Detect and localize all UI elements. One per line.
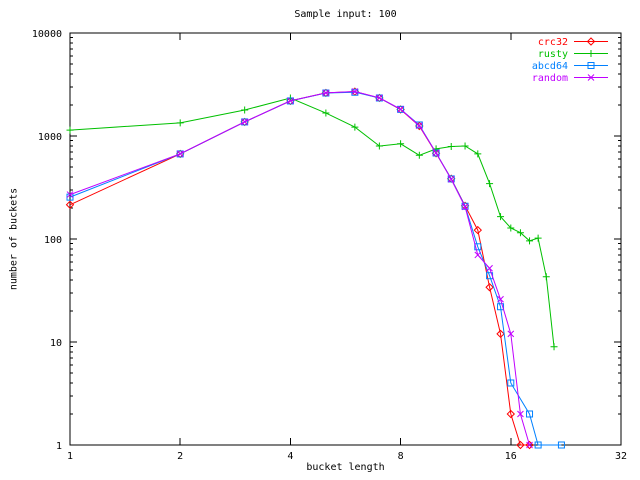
x-marker bbox=[66, 191, 74, 198]
x-marker bbox=[517, 410, 524, 418]
plus-marker bbox=[66, 126, 74, 134]
square-marker bbox=[526, 410, 534, 418]
diamond-marker bbox=[431, 149, 441, 158]
x-marker bbox=[447, 175, 455, 183]
x-tick-label: 1 bbox=[67, 451, 73, 462]
x-tick-label: 4 bbox=[287, 451, 293, 462]
square-marker bbox=[534, 441, 542, 449]
square-marker bbox=[507, 379, 515, 387]
legend-entry-abcd64: abcd64 bbox=[532, 61, 608, 72]
x-tick-label: 2 bbox=[177, 451, 183, 462]
plus-marker bbox=[447, 143, 455, 151]
series-abcd64-line bbox=[69, 91, 562, 446]
square-marker bbox=[397, 105, 405, 113]
x-marker bbox=[587, 74, 595, 81]
y-tick-label: 100 bbox=[44, 235, 62, 246]
x-marker bbox=[486, 264, 493, 272]
x-marker bbox=[415, 122, 423, 130]
chart-title: Sample input: 100 bbox=[294, 9, 397, 20]
plus-marker bbox=[474, 150, 482, 158]
legend-label: random bbox=[532, 73, 568, 84]
series-random-line bbox=[69, 90, 530, 446]
square-marker bbox=[474, 243, 482, 251]
plus-marker bbox=[375, 142, 383, 150]
legend-entry-rusty: rusty bbox=[538, 49, 608, 60]
plus-marker bbox=[550, 343, 558, 351]
diamond-marker bbox=[516, 440, 525, 450]
y-tick-label: 1000 bbox=[38, 132, 62, 143]
plus-marker bbox=[507, 224, 515, 232]
diamond-marker bbox=[415, 121, 424, 131]
square-marker bbox=[375, 94, 383, 102]
x-marker bbox=[497, 295, 504, 303]
x-marker bbox=[241, 118, 249, 126]
x-marker bbox=[526, 441, 533, 449]
square-marker bbox=[557, 441, 565, 449]
plus-marker bbox=[526, 237, 534, 245]
x-marker bbox=[507, 330, 515, 338]
diamond-marker bbox=[586, 37, 596, 46]
plus-marker bbox=[461, 142, 469, 150]
plus-marker bbox=[397, 140, 405, 148]
plus-marker bbox=[516, 229, 524, 237]
series-crc32-line bbox=[69, 91, 530, 446]
plus-marker bbox=[497, 213, 505, 221]
square-marker bbox=[241, 118, 249, 126]
plus-marker bbox=[241, 106, 249, 114]
square-marker bbox=[461, 202, 469, 210]
x-marker bbox=[432, 149, 440, 157]
plus-marker bbox=[176, 119, 184, 127]
x-tick-label: 8 bbox=[398, 451, 404, 462]
y-tick-label: 10 bbox=[50, 338, 62, 349]
diamond-marker bbox=[485, 283, 494, 292]
x-marker bbox=[376, 94, 383, 102]
plus-marker bbox=[587, 50, 595, 57]
plus-marker bbox=[415, 151, 423, 159]
x-axis-label: bucket length bbox=[306, 462, 385, 473]
square-marker bbox=[447, 175, 455, 183]
plus-marker bbox=[322, 109, 330, 117]
y-tick-label: 1 bbox=[56, 441, 62, 452]
x-marker bbox=[322, 89, 330, 97]
square-marker bbox=[587, 62, 595, 69]
legend-label: rusty bbox=[538, 49, 568, 60]
plus-marker bbox=[351, 123, 359, 131]
legend-entry-crc32: crc32 bbox=[538, 37, 608, 48]
square-marker bbox=[432, 149, 440, 157]
legend-entry-random: random bbox=[532, 73, 608, 84]
series-crc32 bbox=[65, 87, 534, 450]
x-marker bbox=[287, 97, 294, 105]
x-tick-label: 16 bbox=[505, 451, 517, 462]
square-marker bbox=[286, 97, 294, 105]
diamond-marker bbox=[506, 409, 516, 419]
diamond-marker bbox=[473, 225, 482, 235]
x-marker bbox=[474, 251, 482, 259]
series-rusty-line bbox=[69, 97, 555, 347]
x-marker bbox=[176, 150, 184, 158]
y-tick-label: 10000 bbox=[32, 29, 62, 40]
square-marker bbox=[415, 121, 423, 129]
diamond-marker bbox=[65, 200, 75, 209]
x-tick-label: 32 bbox=[615, 451, 627, 462]
diamond-marker bbox=[496, 329, 505, 339]
diamond-marker bbox=[525, 440, 534, 450]
series-random bbox=[66, 88, 533, 449]
x-marker bbox=[461, 203, 469, 211]
legend-label: abcd64 bbox=[532, 61, 568, 72]
x-marker bbox=[351, 88, 359, 95]
square-marker bbox=[497, 303, 505, 311]
plus-marker bbox=[486, 180, 494, 188]
plus-marker bbox=[542, 273, 550, 281]
legend-label: crc32 bbox=[538, 37, 568, 48]
series-rusty bbox=[66, 94, 558, 351]
x-marker bbox=[397, 105, 404, 113]
plus-marker bbox=[534, 234, 542, 242]
square-marker bbox=[176, 150, 184, 158]
